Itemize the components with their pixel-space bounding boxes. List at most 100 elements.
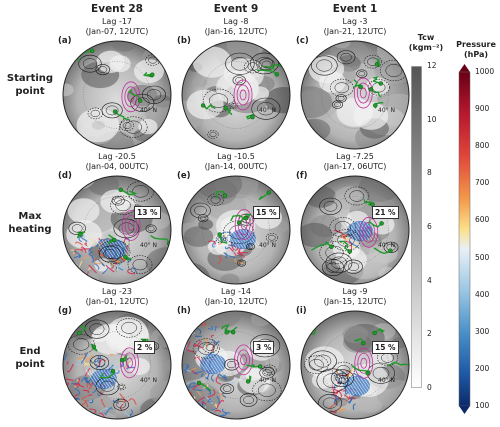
lag-date: (Jan-14, 00UTC) — [204, 162, 268, 171]
panel-lag-label: Lag -9 (Jan-15, 12UTC) — [295, 287, 415, 307]
pressure-tick-label: 1000 — [475, 67, 495, 76]
lag-date: (Jan-16, 12UTC) — [204, 27, 268, 36]
tcw-title-line2: (kgm⁻²) — [408, 43, 444, 52]
pressure-title-line1: Pressure — [456, 40, 496, 49]
tcw-tick-label: 10 — [427, 114, 437, 124]
tcw-tick-label: 6 — [427, 222, 432, 231]
map-graphic — [62, 175, 172, 285]
tcw-tick-label: 2 — [427, 329, 432, 339]
pressure-colorbar-graphic — [458, 64, 471, 414]
latitude-label: 40° N — [259, 107, 277, 114]
tcw-tick-label: 8 — [427, 168, 432, 178]
panel-letter: (b) — [177, 36, 191, 46]
pressure-tick-label: 700 — [475, 178, 490, 188]
tcw-colorbar-title: Tcw (kgm⁻²) — [405, 33, 447, 53]
heating-percentage-badge: 21 % — [372, 206, 399, 219]
polar-map-panel — [300, 175, 410, 285]
lag-date: (Jan-01, 12UTC) — [85, 297, 149, 306]
panel-lag-label: Lag -14 (Jan-10, 12UTC) — [176, 287, 296, 307]
lag-value: Lag -8 — [223, 17, 249, 26]
lag-date: (Jan-10, 12UTC) — [204, 297, 268, 306]
map-graphic — [300, 175, 410, 285]
row-label-starting-point: Starting point — [2, 72, 58, 98]
polar-map-panel — [300, 310, 410, 420]
panel-lag-label: Lag -17 (Jan-07, 12UTC) — [57, 17, 177, 37]
heating-percentage-badge: 3 % — [253, 341, 275, 354]
row-label-starting-text: Starting point — [6, 73, 54, 97]
pressure-tick-label: 300 — [475, 326, 490, 336]
latitude-label: 40° N — [378, 107, 396, 114]
pressure-colorbar-title: Pressure (hPa) — [452, 40, 500, 60]
latitude-label: 40° N — [259, 377, 277, 384]
latitude-label: 40° N — [140, 107, 158, 114]
pressure-colorbar — [458, 64, 471, 414]
pressure-tick-label: 800 — [475, 141, 490, 151]
latitude-label: 40° N — [259, 242, 277, 249]
lag-value: Lag -23 — [101, 287, 133, 296]
panel-lag-label: Lag -23 (Jan-01, 12UTC) — [57, 287, 177, 307]
lag-value: Lag -14 — [220, 287, 252, 296]
polar-map-panel — [62, 310, 172, 420]
panel-lag-label: Lag -20.5 (Jan-04, 00UTC) — [57, 152, 177, 172]
panel-letter: (g) — [58, 306, 72, 316]
map-graphic — [62, 40, 172, 150]
polar-map-panel — [300, 40, 410, 150]
lag-value: Lag -7.25 — [336, 152, 374, 161]
column-title-event9: Event 9 — [213, 3, 259, 15]
map-graphic — [300, 310, 410, 420]
lag-value: Lag -10.5 — [217, 152, 255, 161]
latitude-label: 40° N — [140, 242, 158, 249]
lag-date: (Jan-07, 12UTC) — [85, 27, 149, 36]
panel-letter: (i) — [296, 306, 307, 316]
panel-lag-label: Lag -7.25 (Jan-17, 06UTC) — [295, 152, 415, 172]
polar-map-panel — [62, 175, 172, 285]
panel-letter: (a) — [58, 36, 72, 46]
heating-percentage-badge: 2 % — [134, 341, 156, 354]
panel-letter: (h) — [177, 306, 191, 316]
panel-letter: (e) — [177, 171, 191, 181]
column-title-event28: Event 28 — [91, 3, 143, 15]
pressure-tick-label: 200 — [475, 363, 490, 373]
panel-letter: (d) — [58, 171, 72, 181]
heating-percentage-badge: 13 % — [134, 206, 161, 219]
map-graphic — [62, 310, 172, 420]
polar-map-panel — [62, 40, 172, 150]
pressure-tick-label: 600 — [475, 215, 490, 225]
tcw-tick-label: 12 — [427, 61, 437, 70]
row-label-end-point: End point — [2, 345, 58, 371]
polar-map-panel — [181, 175, 291, 285]
row-label-max-heating: Max heating — [2, 210, 58, 236]
lag-date: (Jan-17, 06UTC) — [323, 162, 387, 171]
panel-lag-label: Lag -3 (Jan-21, 12UTC) — [295, 17, 415, 37]
panel-lag-label: Lag -8 (Jan-16, 12UTC) — [176, 17, 296, 37]
lag-value: Lag -20.5 — [98, 152, 136, 161]
heating-percentage-badge: 15 % — [253, 206, 280, 219]
polar-map-panel — [181, 40, 291, 150]
row-label-end-point-text: End point — [15, 346, 45, 370]
column-title-event1: Event 1 — [332, 3, 378, 15]
row-label-max-heating-text: Max heating — [8, 211, 52, 235]
map-graphic — [181, 310, 291, 420]
map-graphic — [181, 175, 291, 285]
pressure-tick-label: 100 — [475, 401, 490, 410]
panel-letter: (c) — [296, 36, 309, 46]
pressure-tick-label: 900 — [475, 104, 490, 114]
heating-percentage-badge: 15 % — [372, 341, 399, 354]
lag-value: Lag -17 — [101, 17, 133, 26]
panel-lag-label: Lag -10.5 (Jan-14, 00UTC) — [176, 152, 296, 172]
tcw-colorbar-graphic — [411, 66, 422, 388]
pressure-tick-label: 500 — [475, 252, 490, 262]
tcw-tick-label: 4 — [427, 275, 432, 285]
tcw-colorbar — [411, 66, 422, 388]
pressure-title-line2: (hPa) — [463, 50, 489, 59]
lag-value: Lag -3 — [342, 17, 368, 26]
panel-letter: (f) — [296, 171, 308, 181]
tcw-title-line1: Tcw — [417, 33, 435, 42]
pressure-tick-label: 400 — [475, 289, 490, 299]
lag-date: (Jan-04, 00UTC) — [85, 162, 149, 171]
map-graphic — [300, 40, 410, 150]
latitude-label: 40° N — [378, 377, 396, 384]
latitude-label: 40° N — [378, 242, 396, 249]
tcw-tick-label: 0 — [427, 383, 432, 392]
lag-value: Lag -9 — [342, 287, 368, 296]
